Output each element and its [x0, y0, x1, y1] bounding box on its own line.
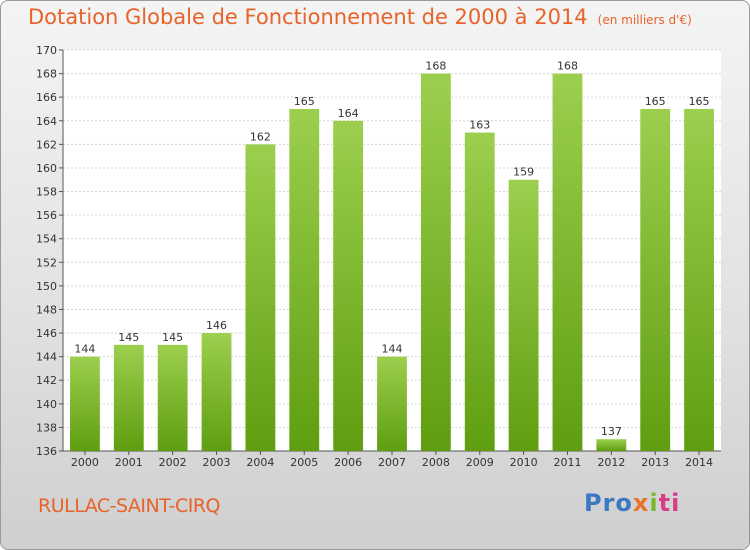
y-tick-label: 140	[36, 398, 57, 411]
bar	[420, 73, 451, 452]
axes: 136 138 140 142 144 146 148 150 152 154 156 158 160 1…	[36, 44, 721, 469]
bar	[508, 179, 539, 451]
y-tick-label: 138	[36, 421, 57, 434]
data-label: 165	[294, 95, 315, 108]
data-label: 144	[382, 343, 403, 356]
x-tick-label: 2001	[115, 456, 143, 469]
y-tick-label: 136	[36, 445, 57, 458]
chart-title-text: Dotation Globale de Fonctionnement de 20…	[28, 5, 588, 29]
bar	[684, 108, 714, 452]
data-labels: 144 145 145 146 162 165 164 144 168 163 159 168 137 1…	[74, 60, 709, 439]
y-tick-label: 146	[36, 327, 57, 340]
data-label: 165	[689, 95, 710, 108]
y-tick-label: 148	[36, 303, 57, 316]
y-tick-label: 170	[36, 44, 57, 57]
y-tick-label: 160	[36, 162, 57, 175]
bar	[70, 356, 100, 451]
y-tick-label: 162	[36, 138, 57, 151]
bars	[70, 73, 714, 452]
place-name: RULLAC-SAINT-CIRQ	[38, 495, 220, 517]
y-tick-label: 158	[36, 186, 57, 199]
x-tick-label: 2003	[203, 456, 231, 469]
data-label: 137	[601, 425, 622, 438]
data-label: 163	[469, 119, 490, 132]
bar	[640, 108, 671, 452]
data-label: 168	[425, 60, 446, 73]
bar	[377, 356, 407, 451]
y-tick-label: 142	[36, 374, 57, 387]
y-tick-label: 152	[36, 256, 57, 269]
y-tick-label: 150	[36, 280, 57, 293]
logo-part-1: Pro	[584, 489, 633, 517]
logo-part-4: ti	[658, 489, 681, 517]
bar	[464, 132, 495, 451]
bar	[245, 144, 276, 451]
x-tick-label: 2004	[246, 456, 274, 469]
x-tick-label: 2005	[290, 456, 318, 469]
data-label: 145	[162, 331, 183, 344]
y-tick-label: 156	[36, 209, 57, 222]
x-tick-label: 2011	[553, 456, 581, 469]
bar	[289, 108, 320, 452]
chart-title: Dotation Globale de Fonctionnement de 20…	[28, 5, 692, 29]
data-label: 145	[118, 331, 139, 344]
y-tick-label: 168	[36, 68, 57, 81]
bar	[552, 73, 583, 452]
y-tick-label: 164	[36, 115, 57, 128]
logo-part-2: x	[632, 489, 650, 517]
y-tick-label: 154	[36, 233, 57, 246]
bar	[113, 344, 144, 451]
data-label: 144	[74, 343, 95, 356]
x-tick-label: 2014	[685, 456, 713, 469]
bar	[333, 120, 364, 451]
data-label: 168	[557, 60, 578, 73]
x-tick-label: 2007	[378, 456, 406, 469]
chart-unit: (en milliers d'€)	[597, 13, 692, 27]
bar	[596, 439, 627, 451]
y-tick-label: 144	[36, 351, 57, 364]
x-tick-label: 2012	[597, 456, 625, 469]
bar	[157, 344, 188, 451]
data-label: 159	[513, 166, 534, 179]
data-label: 165	[645, 95, 666, 108]
x-tick-label: 2013	[641, 456, 669, 469]
x-tick-label: 2008	[422, 456, 450, 469]
logo-part-3: i	[649, 489, 659, 517]
data-label: 162	[250, 130, 271, 143]
bar	[201, 333, 232, 451]
x-tick-label: 2010	[510, 456, 538, 469]
data-label: 146	[206, 319, 227, 332]
data-label: 164	[338, 107, 359, 120]
y-tick-label: 166	[36, 91, 57, 104]
x-tick-label: 2006	[334, 456, 362, 469]
proxiti-logo: Proxiti	[584, 489, 680, 517]
x-tick-label: 2000	[71, 456, 99, 469]
x-tick-label: 2002	[159, 456, 187, 469]
x-tick-label: 2009	[466, 456, 494, 469]
